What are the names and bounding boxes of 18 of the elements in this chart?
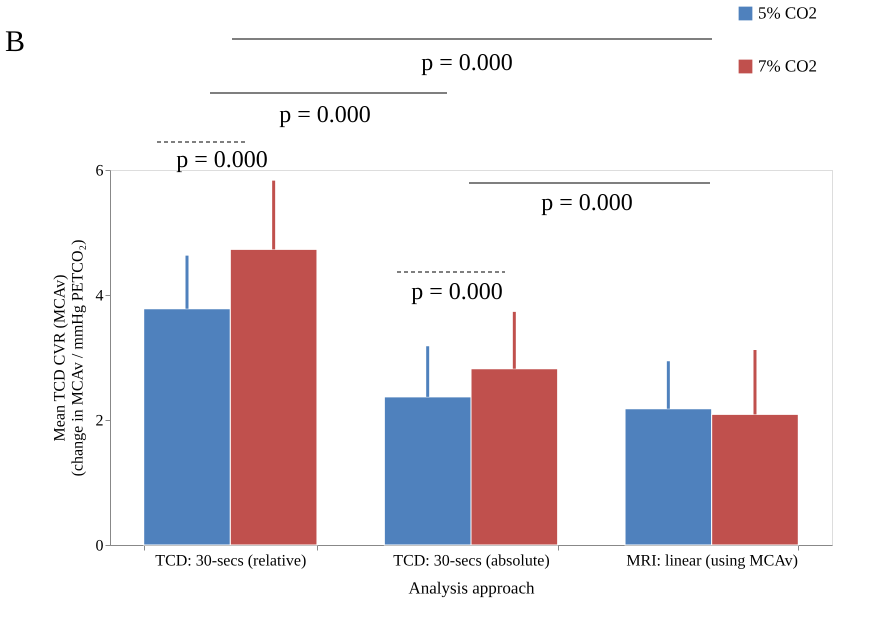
y-tick-label: 2 xyxy=(96,412,104,430)
x-axis-title: Analysis approach xyxy=(408,578,536,598)
chart-title: B xyxy=(5,25,26,58)
x-tick-label: TCD: 30-secs (relative) xyxy=(155,552,306,570)
annotation: p = 0.000 xyxy=(541,190,633,216)
x-tick-label: MRI: linear (using MCAv) xyxy=(626,552,798,570)
annotation: p = 0.000 xyxy=(411,279,503,305)
annotation: p = 0.000 xyxy=(176,147,268,173)
text: p = 0.000 xyxy=(421,50,513,76)
y-tick-label: 6 xyxy=(96,162,104,180)
text: (change in MCAv / mmHg PETCO₂) xyxy=(70,240,86,476)
legend-label: 5% CO2 xyxy=(758,4,818,22)
text: p = 0.000 xyxy=(279,102,371,128)
legend-label: 7% CO2 xyxy=(758,56,818,76)
y-tick-label: 0 xyxy=(96,538,104,554)
y-tick-label: 4 xyxy=(96,288,104,304)
x-tick-label: TCD: 30-secs (absolute) xyxy=(393,552,550,570)
text: Mean TCD CVR (MCAv) xyxy=(52,274,68,442)
